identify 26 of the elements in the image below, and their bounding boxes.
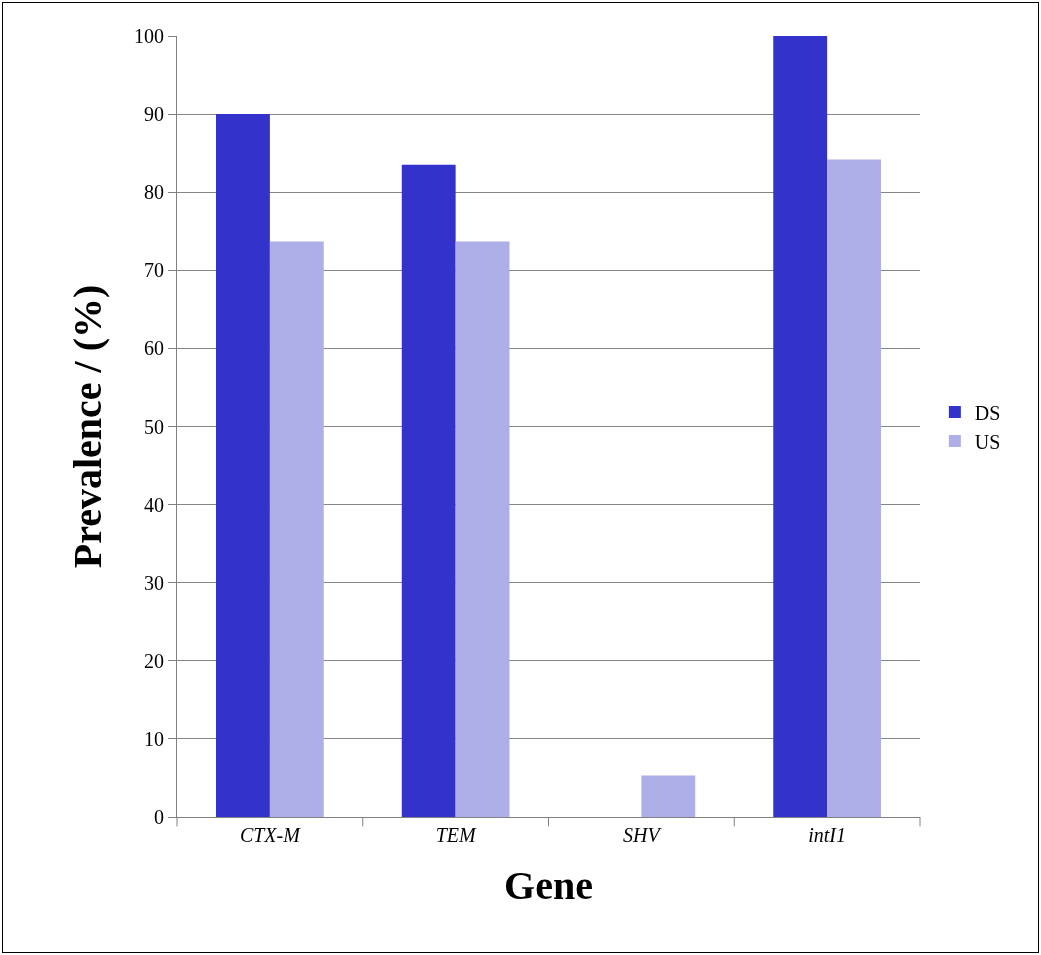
x-axis-title: Gene [504,862,593,908]
y-tick-label: 30 [144,571,164,594]
legend-label: DS [974,401,1001,424]
y-tick-label: 60 [144,337,164,360]
y-tick-label: 80 [144,181,164,204]
bar [269,241,324,817]
bar [455,241,510,817]
y-tick-label: 50 [144,415,164,438]
x-tick-label: CTX-M [239,824,302,846]
bar [216,114,270,817]
y-axis-title: Prevalence / (%) [64,284,110,569]
bar [641,775,696,817]
legend-label: US [974,430,1001,453]
x-tick-label: intI1 [808,824,847,846]
y-tick-label: 0 [154,806,164,828]
y-tick-label: 20 [144,649,164,672]
y-tick-label: 40 [144,493,164,516]
bar [401,164,456,817]
bar [773,36,828,817]
y-tick-label: 10 [144,727,164,750]
y-tick-label: 100 [134,25,164,47]
y-tick-label: 90 [144,103,164,126]
bar [827,159,881,817]
x-tick-label: SHV [623,824,663,846]
x-tick-label: TEM [435,824,477,846]
y-tick-label: 70 [144,259,164,282]
